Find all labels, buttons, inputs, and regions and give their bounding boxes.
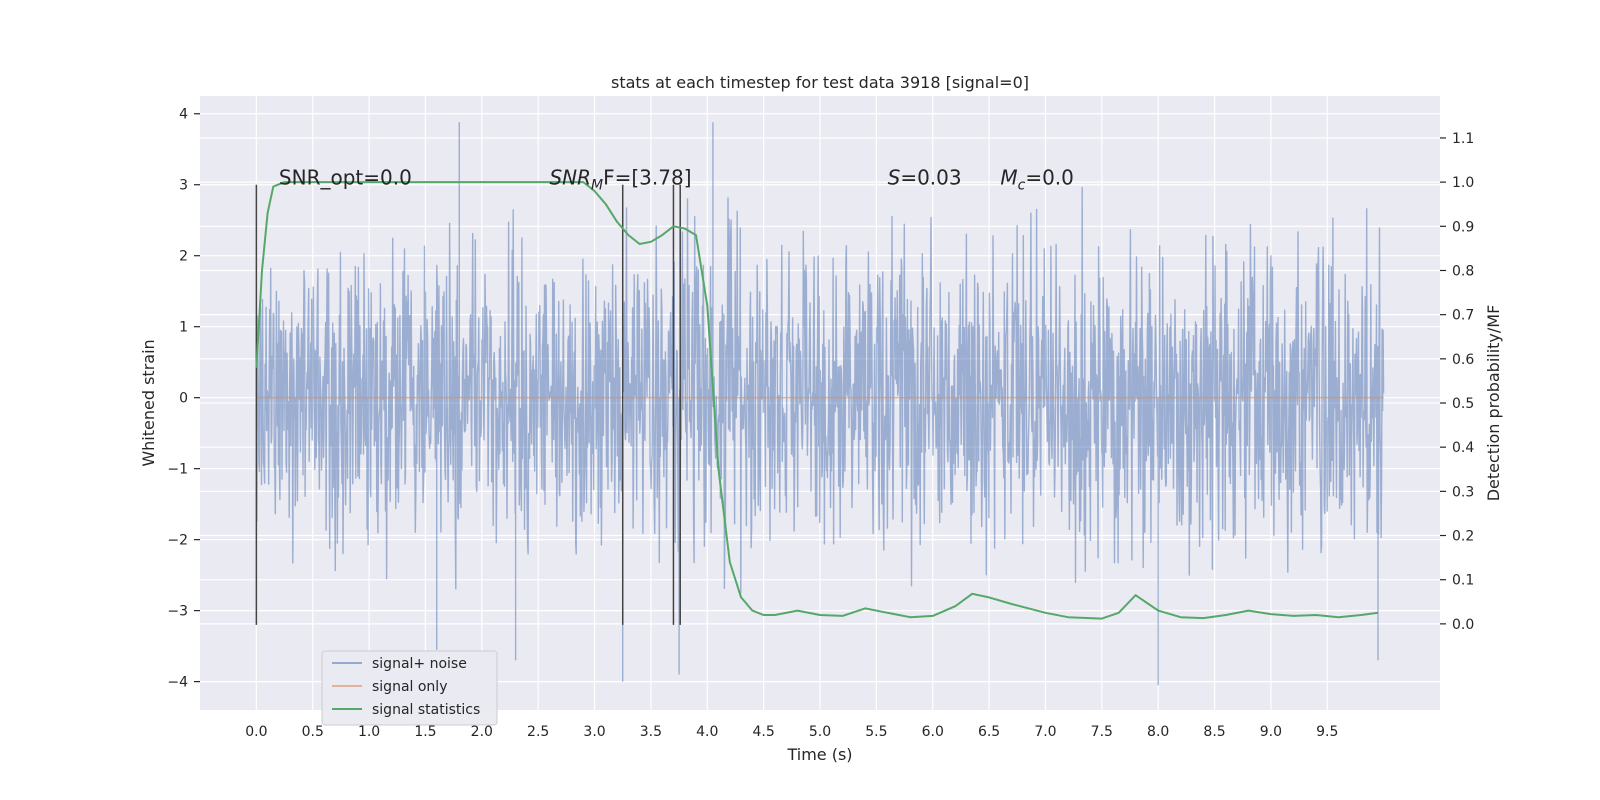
x-tick-15: 7.5 <box>1091 724 1113 740</box>
right-y-axis-label: Detection probability/MF <box>1484 305 1503 502</box>
x-tick-2: 1.0 <box>358 724 380 740</box>
y-right-tick-6: 0.6 <box>1452 352 1474 368</box>
x-tick-10: 5.0 <box>809 724 831 740</box>
y-left-tick-4: 0 <box>179 391 188 407</box>
x-tick-5: 2.5 <box>527 724 549 740</box>
annotation-snr-mf-prefix: SNR <box>549 166 591 190</box>
x-tick-17: 8.5 <box>1203 724 1225 740</box>
x-tick-8: 4.0 <box>696 724 718 740</box>
x-tick-6: 3.0 <box>583 724 605 740</box>
chart-title: stats at each timestep for test data 391… <box>611 73 1029 92</box>
y-right-tick-10: 1.0 <box>1452 175 1474 191</box>
y-right-tick-0: 0.0 <box>1452 617 1474 633</box>
x-tick-1: 0.5 <box>302 724 324 740</box>
annotation-s-var: S <box>888 166 901 190</box>
annotation-snr-mf-subscript: M <box>591 178 603 194</box>
series-signal-statistics <box>255 181 1379 620</box>
legend-box <box>321 650 498 726</box>
x-tick-13: 6.5 <box>978 724 1000 740</box>
signal-statistics-line <box>255 181 1379 620</box>
y-left-tick-5: 1 <box>179 320 188 336</box>
y-right-tick-2: 0.2 <box>1452 529 1474 545</box>
right-y-axis-ticks: 0.0 0.1 0.2 0.3 0.4 0.5 0.6 0.7 0.8 0.9 1.0 1.1 <box>1440 131 1474 633</box>
left-y-axis-label: Whitened strain <box>139 339 158 466</box>
x-tick-4: 2.0 <box>471 724 493 740</box>
x-tick-16: 8.0 <box>1147 724 1169 740</box>
legend-label-signal-noise: signal+ noise <box>372 656 467 672</box>
x-tick-11: 5.5 <box>865 724 887 740</box>
annotation-snr-mf-suffix: F=[3.78] <box>603 166 691 190</box>
y-right-tick-4: 0.4 <box>1452 440 1474 456</box>
x-tick-9: 4.5 <box>753 724 775 740</box>
annotation-s-stat: S=0.03 <box>888 166 962 190</box>
legend: signal+ noise signal only signal statist… <box>321 650 498 726</box>
x-tick-12: 6.0 <box>922 724 944 740</box>
y-left-tick-7: 3 <box>179 178 188 194</box>
y-right-tick-5: 0.5 <box>1452 396 1474 412</box>
x-tick-14: 7.0 <box>1034 724 1056 740</box>
vertical-markers <box>255 184 681 625</box>
x-tick-19: 9.5 <box>1316 724 1338 740</box>
y-right-tick-7: 0.7 <box>1452 308 1474 324</box>
annotation-mc-var: M <box>1000 166 1017 190</box>
y-left-tick-8: 4 <box>179 107 188 123</box>
y-right-tick-9: 0.9 <box>1452 219 1474 235</box>
y-left-tick-3: −1 <box>167 462 188 478</box>
left-y-axis-ticks: −4 −3 −2 −1 0 1 2 3 4 <box>167 107 200 691</box>
y-left-tick-2: −2 <box>167 533 188 549</box>
y-left-tick-1: −3 <box>167 604 188 620</box>
annotation-mchirp: Mc=0.0 <box>1000 166 1074 194</box>
x-tick-7: 3.5 <box>640 724 662 740</box>
y-right-tick-3: 0.3 <box>1452 484 1474 500</box>
annotation-snr-mf: SNRMF=[3.78] <box>549 166 691 194</box>
x-tick-18: 9.0 <box>1260 724 1282 740</box>
annotation-mc-value: =0.0 <box>1025 166 1074 190</box>
x-tick-3: 1.5 <box>414 724 436 740</box>
x-tick-0: 0.0 <box>245 724 267 740</box>
y-left-tick-0: −4 <box>167 675 188 691</box>
y-right-tick-1: 0.1 <box>1452 573 1474 589</box>
annotation-s-value: =0.03 <box>900 166 961 190</box>
legend-label-signal-only: signal only <box>372 679 447 695</box>
annotation-mc-subscript: c <box>1018 178 1026 194</box>
y-right-tick-11: 1.1 <box>1452 131 1474 147</box>
x-axis-ticks: 0.0 0.5 1.0 1.5 2.0 2.5 3.0 3.5 4.0 4.5 5.0 5.5 6.0 6… <box>245 724 1338 740</box>
x-axis-label: Time (s) <box>786 745 852 764</box>
annotation-snr-opt: SNR_opt=0.0 <box>279 166 412 190</box>
y-right-tick-8: 0.8 <box>1452 263 1474 279</box>
y-left-tick-6: 2 <box>179 249 188 265</box>
legend-label-signal-statistics: signal statistics <box>372 702 480 718</box>
